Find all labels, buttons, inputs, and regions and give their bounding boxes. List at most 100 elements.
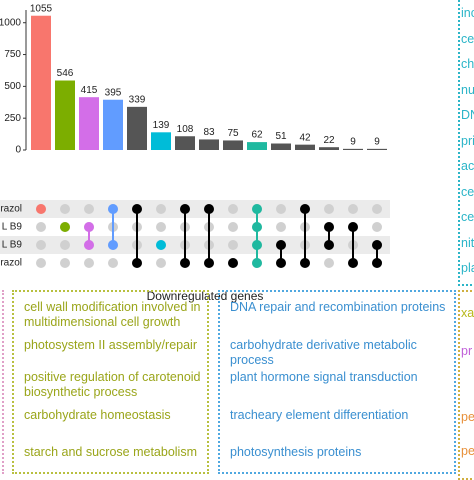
fragment: cel bbox=[461, 210, 474, 224]
matrix-dot-bg bbox=[84, 204, 94, 214]
bar bbox=[55, 80, 75, 150]
bar-label: 139 bbox=[153, 120, 170, 131]
bar bbox=[247, 142, 267, 150]
bar bbox=[31, 15, 51, 150]
bar-label: 9 bbox=[350, 136, 356, 147]
bar-label: 51 bbox=[275, 131, 287, 142]
item: plant hormone signal transduction bbox=[230, 370, 418, 384]
y-tick-label: 1000 bbox=[0, 17, 21, 28]
bar bbox=[199, 139, 219, 150]
matrix-dot-bg bbox=[228, 222, 238, 232]
bar bbox=[271, 143, 291, 150]
set-label: razol bbox=[0, 258, 22, 269]
set-label: L B9 bbox=[2, 240, 23, 251]
edge-box bbox=[0, 290, 4, 474]
matrix-dot bbox=[300, 258, 310, 268]
bar bbox=[79, 97, 99, 150]
bar-label: 75 bbox=[227, 128, 239, 139]
matrix-dot bbox=[156, 240, 166, 250]
y-tick-label: 500 bbox=[4, 81, 21, 92]
item: cell wall modification involved in multi… bbox=[24, 300, 201, 329]
fragment: pe bbox=[461, 444, 474, 458]
bar bbox=[367, 148, 387, 150]
item: starch and sucrose metabolism bbox=[24, 445, 197, 459]
matrix-dot bbox=[372, 240, 382, 250]
bar-label: 415 bbox=[81, 85, 98, 96]
fragment: pri bbox=[461, 133, 474, 148]
row-stripe bbox=[0, 236, 390, 254]
set-label: L B9 bbox=[2, 222, 23, 233]
bar-label: 546 bbox=[57, 68, 74, 79]
matrix-dot bbox=[36, 204, 46, 214]
matrix-dot bbox=[84, 222, 94, 232]
fragment: nu bbox=[461, 82, 474, 97]
matrix-dot bbox=[348, 258, 358, 268]
bar bbox=[343, 148, 363, 150]
matrix-dot-bg bbox=[276, 222, 286, 232]
matrix-dot bbox=[372, 258, 382, 268]
bar-label: 1055 bbox=[30, 3, 53, 14]
matrix-dot-bg bbox=[156, 222, 166, 232]
fragment: act bbox=[461, 159, 474, 173]
matrix-dot bbox=[228, 258, 238, 268]
bar bbox=[295, 144, 315, 150]
item: carbohydrate derivative metabolic proces… bbox=[230, 338, 417, 367]
matrix-dot-bg bbox=[36, 222, 46, 232]
matrix-dot bbox=[324, 222, 334, 232]
y-tick-label: 750 bbox=[4, 49, 21, 60]
fragment: chl bbox=[461, 57, 474, 71]
matrix-dot-bg bbox=[324, 204, 334, 214]
fragment: nit bbox=[461, 235, 474, 250]
matrix-dot bbox=[252, 258, 262, 268]
fragment: inc bbox=[461, 6, 474, 20]
fragment: DN bbox=[461, 108, 474, 122]
chart: Downregulated genes 0 250 500 750 1000 razol L… bbox=[0, 3, 390, 303]
fragment: xa bbox=[461, 306, 474, 320]
x-label: Downregulated genes bbox=[147, 289, 264, 303]
bar-label: 9 bbox=[374, 136, 380, 147]
bar-label: 42 bbox=[299, 132, 311, 143]
bar-label: 83 bbox=[203, 127, 215, 138]
matrix-dot bbox=[276, 240, 286, 250]
matrix-dot-bg bbox=[60, 240, 70, 250]
matrix-dot bbox=[324, 240, 334, 250]
item: DNA repair and recombination proteins bbox=[230, 300, 446, 314]
matrix-dot-bg bbox=[108, 258, 118, 268]
matrix-dot bbox=[132, 204, 142, 214]
middle-box: DNA repair and recombination proteins car… bbox=[218, 290, 456, 474]
matrix-dot bbox=[252, 204, 262, 214]
matrix-dot bbox=[108, 240, 118, 250]
bar bbox=[319, 147, 339, 150]
matrix-dot-bg bbox=[36, 240, 46, 250]
fragment: cel bbox=[461, 184, 474, 199]
fragment: pla bbox=[461, 261, 474, 275]
matrix-dot-bg bbox=[276, 204, 286, 214]
matrix-dot bbox=[132, 258, 142, 268]
matrix-dot-bg bbox=[348, 204, 358, 214]
matrix-dot-bg bbox=[324, 258, 334, 268]
item: tracheary element differentiation bbox=[230, 408, 409, 422]
row-stripe bbox=[0, 200, 390, 218]
matrix-dot bbox=[84, 240, 94, 250]
matrix-dot-bg bbox=[372, 222, 382, 232]
bar-label: 22 bbox=[323, 135, 335, 146]
bar-label: 339 bbox=[129, 94, 146, 105]
bar bbox=[103, 99, 123, 150]
matrix-dot bbox=[252, 222, 262, 232]
matrix-dot-bg bbox=[60, 258, 70, 268]
bar-label: 108 bbox=[177, 124, 194, 135]
right-top-box bbox=[458, 0, 474, 286]
bar bbox=[175, 136, 195, 150]
bar-label: 62 bbox=[251, 130, 263, 141]
matrix-dot-bg bbox=[36, 258, 46, 268]
fragment: cel bbox=[461, 31, 474, 46]
matrix-dot-bg bbox=[228, 204, 238, 214]
set-label: razol bbox=[0, 204, 22, 215]
matrix-dot-bg bbox=[60, 204, 70, 214]
matrix-dot bbox=[60, 222, 70, 232]
matrix-dot bbox=[348, 222, 358, 232]
matrix-dot bbox=[204, 204, 214, 214]
bar bbox=[223, 140, 243, 150]
item: positive regulation of carotenoid biosyn… bbox=[24, 370, 201, 399]
fragment: pr bbox=[461, 344, 473, 358]
